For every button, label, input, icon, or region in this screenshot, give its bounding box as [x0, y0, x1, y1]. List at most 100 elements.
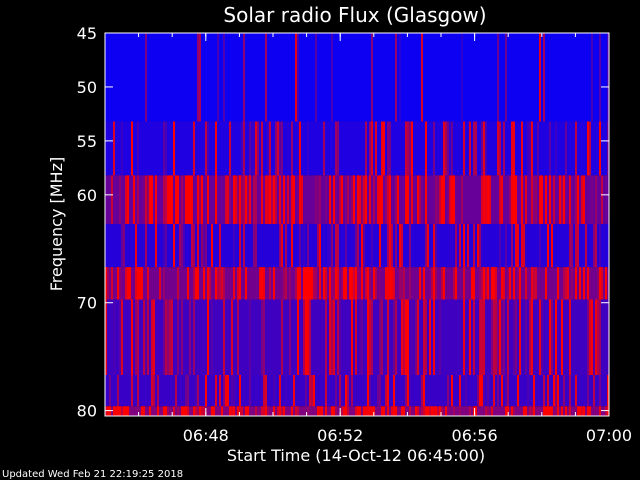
intensity-column — [607, 121, 609, 176]
intensity-column — [137, 375, 139, 407]
intensity-column — [241, 406, 243, 416]
intensity-column — [273, 406, 275, 416]
intensity-column — [501, 299, 503, 376]
intensity-column — [569, 299, 571, 376]
intensity-column — [435, 406, 437, 416]
intensity-column — [511, 121, 513, 176]
intensity-column — [479, 299, 481, 376]
intensity-column — [173, 406, 175, 416]
intensity-column — [587, 406, 589, 416]
intensity-column — [243, 121, 245, 176]
intensity-column — [575, 121, 577, 176]
intensity-column — [193, 406, 195, 416]
intensity-column — [389, 267, 391, 300]
intensity-column — [347, 375, 349, 407]
intensity-column — [313, 267, 315, 300]
intensity-column — [599, 33, 601, 122]
intensity-column — [337, 299, 339, 376]
intensity-column — [355, 223, 357, 268]
intensity-column — [119, 299, 121, 376]
intensity-column — [219, 267, 221, 300]
intensity-column — [605, 267, 607, 300]
intensity-column — [497, 121, 499, 176]
intensity-column — [335, 223, 337, 268]
intensity-column — [171, 175, 173, 224]
intensity-column — [525, 267, 527, 300]
intensity-column — [191, 175, 193, 224]
intensity-column — [505, 406, 507, 416]
intensity-column — [459, 223, 461, 268]
intensity-column — [583, 175, 585, 224]
intensity-column — [465, 267, 467, 300]
intensity-column — [377, 375, 379, 407]
intensity-column — [569, 375, 571, 407]
intensity-column — [403, 267, 405, 300]
intensity-column — [357, 175, 359, 224]
intensity-column — [253, 175, 255, 224]
intensity-column — [191, 223, 193, 268]
intensity-column — [281, 299, 283, 376]
intensity-column — [411, 299, 413, 376]
intensity-column — [151, 375, 153, 407]
intensity-column — [165, 175, 167, 224]
intensity-column — [177, 175, 179, 224]
intensity-column — [537, 121, 539, 176]
intensity-column — [369, 299, 371, 376]
intensity-column — [203, 267, 205, 300]
intensity-column — [229, 121, 231, 176]
intensity-column — [425, 175, 427, 224]
intensity-column — [157, 375, 159, 407]
intensity-column — [279, 175, 281, 224]
intensity-column — [127, 175, 129, 224]
intensity-column — [163, 223, 165, 268]
intensity-column — [227, 375, 229, 407]
intensity-column — [599, 299, 601, 376]
intensity-column — [393, 299, 395, 376]
intensity-column — [173, 121, 175, 176]
intensity-column — [491, 267, 493, 300]
intensity-column — [445, 121, 447, 176]
intensity-column — [117, 406, 119, 416]
intensity-column — [269, 267, 271, 300]
intensity-column — [325, 375, 327, 407]
intensity-column — [529, 299, 531, 376]
intensity-column — [557, 267, 559, 300]
intensity-column — [509, 175, 511, 224]
intensity-column — [557, 406, 559, 416]
intensity-column — [483, 299, 485, 376]
intensity-column — [195, 375, 197, 407]
intensity-column — [381, 175, 383, 224]
intensity-column — [281, 121, 283, 176]
intensity-column — [493, 299, 495, 376]
intensity-column — [325, 406, 327, 416]
intensity-column — [313, 175, 315, 224]
intensity-column — [239, 223, 241, 268]
x-tick-label: 06:52 — [317, 426, 363, 445]
intensity-column — [307, 406, 309, 416]
intensity-column — [303, 267, 305, 300]
intensity-column — [535, 175, 537, 224]
intensity-column — [449, 175, 451, 224]
intensity-column — [353, 175, 355, 224]
intensity-column — [357, 267, 359, 300]
intensity-column — [433, 121, 435, 176]
intensity-column — [499, 121, 501, 176]
intensity-column — [357, 223, 359, 268]
intensity-column — [445, 406, 447, 416]
intensity-column — [239, 175, 241, 224]
intensity-column — [157, 406, 159, 416]
intensity-column — [593, 375, 595, 407]
intensity-column — [447, 121, 449, 176]
intensity-column — [311, 267, 313, 300]
intensity-column — [433, 223, 435, 268]
intensity-column — [439, 299, 441, 376]
intensity-column — [351, 299, 353, 376]
intensity-column — [361, 223, 363, 268]
intensity-column — [159, 267, 161, 300]
intensity-column — [551, 223, 553, 268]
intensity-column — [249, 121, 251, 176]
intensity-column — [589, 406, 591, 416]
intensity-column — [559, 175, 561, 224]
intensity-column — [421, 375, 423, 407]
intensity-column — [123, 223, 125, 268]
